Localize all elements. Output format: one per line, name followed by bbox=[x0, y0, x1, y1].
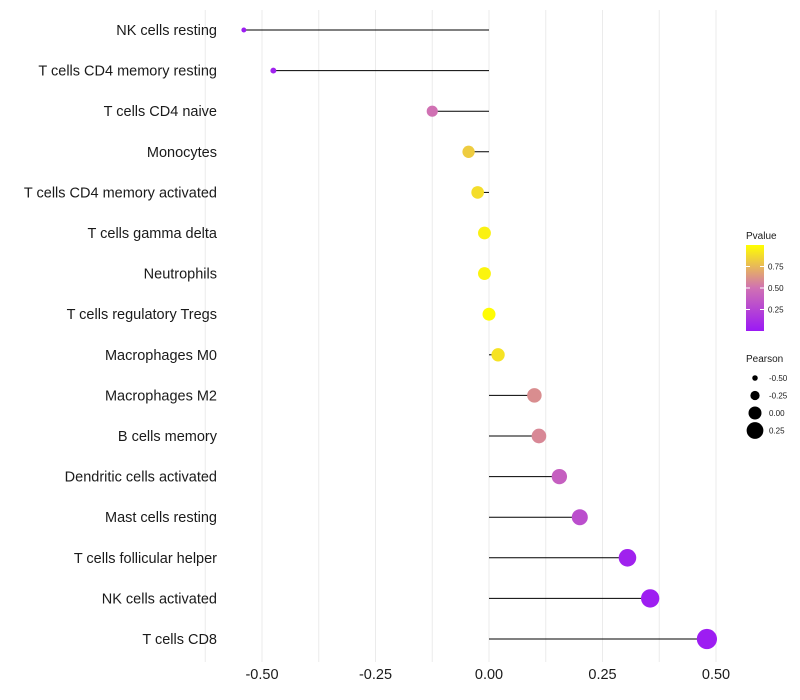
category-label: T cells CD4 memory resting bbox=[38, 64, 217, 80]
lollipop-point bbox=[471, 186, 484, 199]
lollipop-point bbox=[462, 145, 475, 158]
category-label: Mast cells resting bbox=[105, 510, 217, 526]
pearson-legend: Pearson -0.50 -0.25 0.00 0.25 bbox=[746, 354, 788, 439]
lollipop-point bbox=[551, 468, 568, 485]
colorbar-label: 0.50 bbox=[768, 284, 784, 293]
size-legend-label: 0.00 bbox=[769, 409, 785, 418]
size-legend-label: 0.25 bbox=[769, 427, 785, 436]
category-label: T cells regulatory Tregs bbox=[67, 307, 217, 323]
x-tick-label: -0.50 bbox=[245, 667, 278, 683]
category-label: Neutrophils bbox=[144, 267, 217, 283]
lollipop-point bbox=[482, 307, 496, 321]
size-legend-dot bbox=[746, 422, 764, 439]
pvalue-colorbar bbox=[746, 245, 764, 331]
category-label: Monocytes bbox=[147, 145, 217, 161]
pvalue-legend: Pvalue 0.25 0.50 0.75 bbox=[746, 231, 784, 331]
category-label: T cells gamma delta bbox=[88, 226, 218, 242]
lollipop-points bbox=[241, 27, 718, 650]
pvalue-legend-title: Pvalue bbox=[746, 231, 777, 242]
lollipop-point bbox=[618, 549, 637, 567]
size-legend-label: -0.25 bbox=[769, 392, 788, 401]
category-label: Macrophages M2 bbox=[105, 388, 217, 404]
colorbar-label: 0.25 bbox=[768, 306, 784, 315]
x-tick-label: 0.00 bbox=[475, 667, 503, 683]
lollipop-point bbox=[527, 388, 542, 403]
size-legend-dot bbox=[748, 406, 762, 420]
grid-lines bbox=[204, 10, 717, 662]
lollipop-stems bbox=[243, 29, 707, 640]
x-axis-tick-labels: -0.50 -0.25 0.00 0.25 0.50 bbox=[245, 667, 730, 683]
size-legend-dot bbox=[752, 375, 758, 381]
lollipop-point bbox=[531, 428, 547, 444]
category-label: B cells memory bbox=[118, 429, 218, 445]
lollipop-point bbox=[571, 509, 588, 526]
colorbar-label: 0.75 bbox=[768, 263, 784, 272]
category-label: Macrophages M0 bbox=[105, 348, 217, 364]
x-tick-label: 0.50 bbox=[702, 667, 730, 683]
category-label: Dendritic cells activated bbox=[65, 470, 217, 486]
category-label: T cells CD8 bbox=[142, 632, 217, 648]
category-label: NK cells activated bbox=[102, 591, 217, 607]
category-label: T cells CD4 naive bbox=[104, 104, 217, 120]
lollipop-point bbox=[426, 105, 438, 117]
category-label: T cells follicular helper bbox=[74, 551, 217, 567]
category-label: NK cells resting bbox=[116, 23, 217, 39]
lollipop-point bbox=[491, 348, 505, 362]
size-legend-dot bbox=[750, 390, 760, 401]
size-legend-label: -0.50 bbox=[769, 374, 788, 383]
lollipop-point bbox=[270, 67, 277, 74]
x-tick-label: -0.25 bbox=[359, 667, 392, 683]
lollipop-point bbox=[478, 226, 491, 240]
category-label: T cells CD4 memory activated bbox=[24, 185, 217, 201]
x-tick-label: 0.25 bbox=[588, 667, 616, 683]
pearson-legend-title: Pearson bbox=[746, 354, 783, 365]
lollipop-point bbox=[696, 628, 718, 650]
lollipop-point bbox=[641, 589, 660, 608]
lollipop-point bbox=[241, 27, 247, 33]
lollipop-point bbox=[478, 267, 491, 281]
category-labels: NK cells resting T cells CD4 memory resti… bbox=[24, 23, 218, 648]
